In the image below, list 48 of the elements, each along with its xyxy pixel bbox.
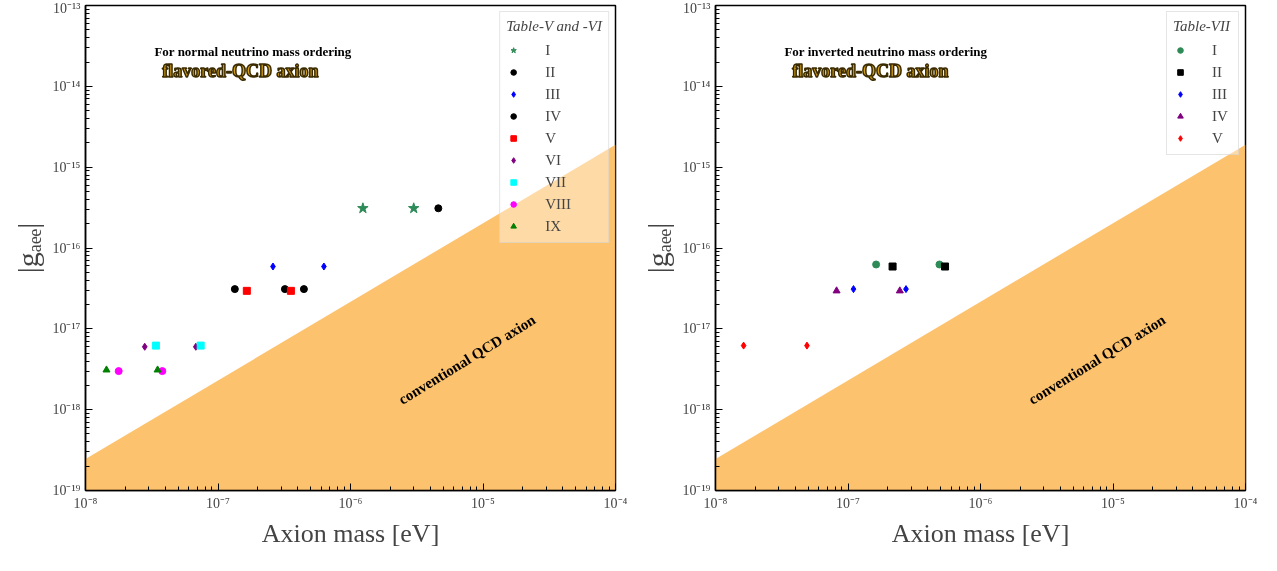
y-tick-label: 10⁻¹⁷ xyxy=(52,321,81,337)
x-axis-title: Axion mass [eV] xyxy=(891,518,1070,548)
annotation: For inverted neutrino mass ordering xyxy=(784,44,988,60)
legend-label: V xyxy=(545,129,557,147)
legend-label: IV xyxy=(545,107,562,125)
x-tick-label: 10⁻⁷ xyxy=(836,495,861,511)
x-tick-label: 10⁻⁴ xyxy=(603,495,628,511)
y-tick-label: 10⁻¹⁴ xyxy=(682,78,711,94)
legend-label: I xyxy=(1212,41,1218,59)
legend-label: VII xyxy=(545,173,566,191)
x-axis-title: Axion mass [eV] xyxy=(261,518,440,548)
x-tick-label: 10⁻⁷ xyxy=(206,495,231,511)
legend-label: II xyxy=(1212,63,1223,81)
legend-label: III xyxy=(1212,85,1228,103)
legend-label: VI xyxy=(545,151,562,169)
x-tick-label: 10⁻⁸ xyxy=(73,495,98,511)
annotation: For normal neutrino mass ordering xyxy=(154,44,352,60)
legend-label: V xyxy=(1212,129,1224,147)
y-tick-label: 10⁻¹⁶ xyxy=(682,240,711,256)
legend-label: III xyxy=(545,85,562,103)
y-tick-label: 10⁻¹⁵ xyxy=(52,159,81,175)
legend-label: IX xyxy=(545,217,562,235)
x-tick-label: 10⁻⁶ xyxy=(968,495,993,511)
y-tick-label: 10⁻¹⁹ xyxy=(52,483,81,498)
x-tick-label: 10⁻⁶ xyxy=(338,495,363,511)
y-tick-label: 10⁻¹⁶ xyxy=(52,240,81,256)
y-tick-label: 10⁻¹⁸ xyxy=(682,402,711,418)
y-axis-title: |gₐₑₑ| xyxy=(641,222,675,274)
legend-title: Table-VII xyxy=(1173,18,1232,35)
x-tick-label: 10⁻⁵ xyxy=(471,495,496,511)
y-tick-label: 10⁻¹⁸ xyxy=(52,402,81,418)
annotation: flavored-QCD axion xyxy=(792,60,949,81)
y-tick-label: 10⁻¹³ xyxy=(683,0,711,16)
x-tick-label: 10⁻⁵ xyxy=(1101,495,1126,511)
legend-label: I xyxy=(545,41,552,59)
annotation: flavored-QCD axion xyxy=(162,60,319,81)
y-tick-label: 10⁻¹⁴ xyxy=(52,78,81,94)
y-tick-label: 10⁻¹⁹ xyxy=(682,483,711,498)
y-tick-label: 10⁻¹³ xyxy=(53,0,81,16)
y-axis-title: |gₐₑₑ| xyxy=(11,222,45,274)
legend-label: II xyxy=(545,63,557,81)
x-tick-label: 10⁻⁸ xyxy=(703,495,728,511)
legend-label: IV xyxy=(1212,107,1229,125)
y-tick-label: 10⁻¹⁷ xyxy=(682,321,711,337)
legend-title: Table-V and -VI xyxy=(506,18,602,35)
legend-label: VIII xyxy=(545,195,571,213)
x-tick-label: 10⁻⁴ xyxy=(1233,495,1258,511)
y-tick-label: 10⁻¹⁵ xyxy=(682,159,711,175)
